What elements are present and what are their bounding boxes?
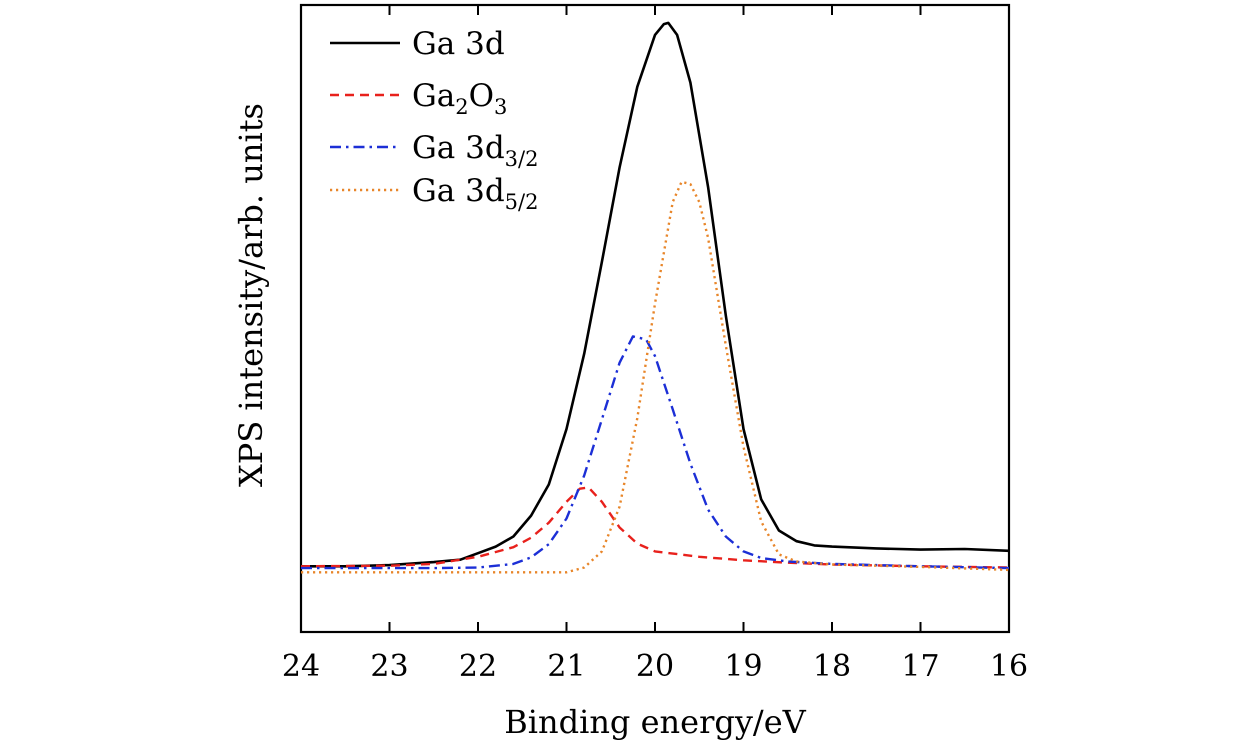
plot-frame xyxy=(299,3,1011,634)
legend-label-0: Ga 3d xyxy=(412,26,505,62)
y-axis-title: XPS intensity/arb. units xyxy=(232,103,270,487)
series-line-3 xyxy=(301,180,1010,574)
series-line-0 xyxy=(301,21,1010,568)
legend-after: O xyxy=(469,78,494,114)
legend-main: Ga 3d xyxy=(412,173,505,209)
legend-main: Ga xyxy=(412,78,455,114)
series-line-2 xyxy=(301,335,1010,570)
x-tick-label: 23 xyxy=(370,649,408,684)
legend-subscript: 2 xyxy=(455,95,468,119)
legend-main: Ga 3d xyxy=(412,130,505,166)
legend-label-1: Ga2O3 xyxy=(412,78,507,119)
legend-subscript-2: 3 xyxy=(494,95,507,119)
x-tick-label: 24 xyxy=(282,649,320,684)
x-tick-label: 18 xyxy=(813,649,851,684)
legend-label-3: Ga 3d5/2 xyxy=(412,173,538,214)
x-ticks: 24 23 22 21 20 19 18 17 16 xyxy=(282,5,1028,684)
x-axis-title: Binding energy/eV xyxy=(504,703,806,741)
x-tick-label: 17 xyxy=(901,649,939,684)
x-tick-label: 16 xyxy=(990,649,1028,684)
x-tick-label: 22 xyxy=(459,649,497,684)
legend-label-2: Ga 3d3/2 xyxy=(412,130,538,171)
x-tick-label: 21 xyxy=(547,649,585,684)
series-line-1 xyxy=(300,486,1010,569)
x-tick-label: 19 xyxy=(724,649,762,684)
legend-main: Ga 3d xyxy=(412,26,505,62)
legend-subscript: 5/2 xyxy=(505,190,539,214)
series-layer xyxy=(300,21,1010,574)
legend-subscript: 3/2 xyxy=(505,147,539,171)
x-tick-label: 20 xyxy=(636,649,674,684)
